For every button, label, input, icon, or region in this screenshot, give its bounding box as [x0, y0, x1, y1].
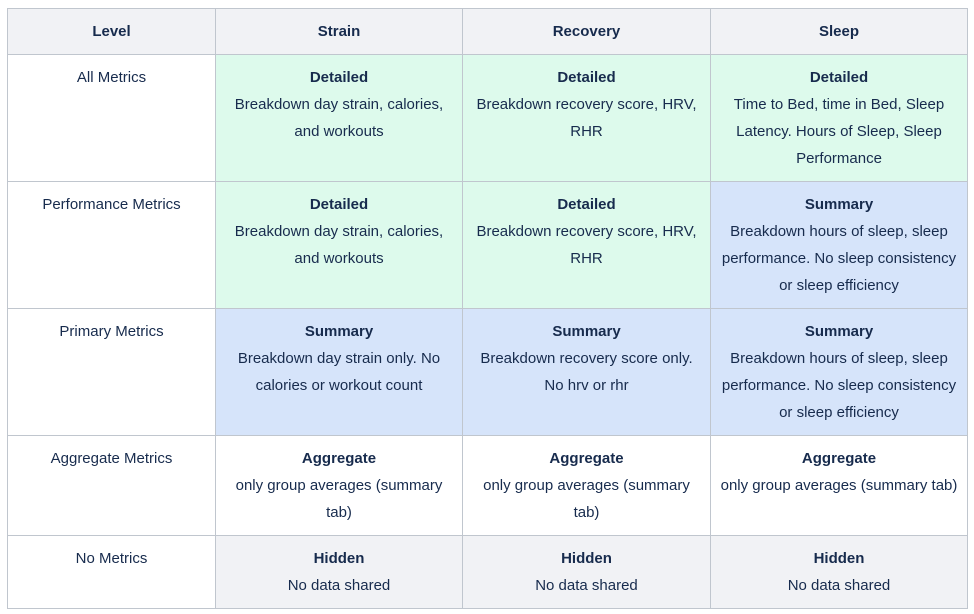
cell-all-metrics-recovery: Detailed Breakdown recovery score, HRV, …	[462, 54, 711, 182]
column-header-recovery: Recovery	[462, 8, 711, 55]
cell-description: only group averages (summary tab)	[720, 477, 958, 494]
cell-description: only group averages (summary tab)	[235, 477, 443, 521]
metrics-sharing-table: Level Strain Recovery Sleep All Metrics …	[7, 8, 968, 609]
cell-status: Aggregate	[301, 450, 377, 467]
cell-status: Detailed	[309, 69, 369, 86]
cell-primary-metrics-recovery: Summary Breakdown recovery score only. N…	[462, 308, 711, 436]
cell-description: Breakdown recovery score, HRV, RHR	[476, 223, 697, 267]
header-row: Level Strain Recovery Sleep	[7, 8, 968, 55]
cell-performance-metrics-sleep: Summary Breakdown hours of sleep, sleep …	[710, 181, 968, 309]
row-label-all-metrics: All Metrics	[7, 54, 216, 182]
cell-description: Breakdown recovery score only. No hrv or…	[480, 350, 693, 394]
cell-performance-metrics-strain: Detailed Breakdown day strain, calories,…	[215, 181, 463, 309]
cell-description: No data shared	[787, 577, 891, 594]
cell-status: Summary	[304, 323, 374, 340]
row-label-aggregate-metrics: Aggregate Metrics	[7, 435, 216, 536]
table-row-no-metrics: No Metrics Hidden No data shared Hidden …	[7, 535, 968, 609]
cell-aggregate-metrics-sleep: Aggregate only group averages (summary t…	[710, 435, 968, 536]
row-label-performance-metrics: Performance Metrics	[7, 181, 216, 309]
table-row-all-metrics: All Metrics Detailed Breakdown day strai…	[7, 54, 968, 182]
cell-description: only group averages (summary tab)	[483, 477, 690, 521]
cell-description: Time to Bed, time in Bed, Sleep Latency.…	[733, 96, 945, 167]
cell-status: Detailed	[809, 69, 869, 86]
cell-description: Breakdown day strain, calories, and work…	[234, 96, 444, 140]
cell-description: Breakdown day strain only. No calories o…	[237, 350, 441, 394]
cell-description: No data shared	[287, 577, 391, 594]
cell-no-metrics-strain: Hidden No data shared	[215, 535, 463, 609]
cell-description: No data shared	[535, 577, 638, 594]
row-label-no-metrics: No Metrics	[7, 535, 216, 609]
cell-status: Aggregate	[549, 450, 624, 467]
cell-aggregate-metrics-strain: Aggregate only group averages (summary t…	[215, 435, 463, 536]
column-header-strain: Strain	[215, 8, 463, 55]
cell-description: Breakdown day strain, calories, and work…	[234, 223, 444, 267]
column-header-sleep: Sleep	[710, 8, 968, 55]
cell-status: Hidden	[313, 550, 365, 567]
cell-status: Summary	[552, 323, 621, 340]
cell-status: Hidden	[561, 550, 612, 567]
cell-status: Hidden	[813, 550, 865, 567]
cell-description: Breakdown recovery score, HRV, RHR	[476, 96, 697, 140]
cell-status: Summary	[804, 323, 874, 340]
cell-status: Aggregate	[801, 450, 877, 467]
cell-description: Breakdown hours of sleep, sleep performa…	[721, 350, 957, 421]
cell-no-metrics-sleep: Hidden No data shared	[710, 535, 968, 609]
cell-status: Detailed	[309, 196, 369, 213]
cell-status: Detailed	[557, 69, 616, 86]
column-header-level: Level	[7, 8, 216, 55]
table-row-primary-metrics: Primary Metrics Summary Breakdown day st…	[7, 308, 968, 436]
table-row-aggregate-metrics: Aggregate Metrics Aggregate only group a…	[7, 435, 968, 536]
cell-all-metrics-strain: Detailed Breakdown day strain, calories,…	[215, 54, 463, 182]
cell-status: Detailed	[557, 196, 616, 213]
cell-primary-metrics-sleep: Summary Breakdown hours of sleep, sleep …	[710, 308, 968, 436]
cell-status: Summary	[804, 196, 874, 213]
cell-all-metrics-sleep: Detailed Time to Bed, time in Bed, Sleep…	[710, 54, 968, 182]
cell-description: Breakdown hours of sleep, sleep performa…	[721, 223, 957, 294]
cell-primary-metrics-strain: Summary Breakdown day strain only. No ca…	[215, 308, 463, 436]
table-row-performance-metrics: Performance Metrics Detailed Breakdown d…	[7, 181, 968, 309]
cell-aggregate-metrics-recovery: Aggregate only group averages (summary t…	[462, 435, 711, 536]
cell-performance-metrics-recovery: Detailed Breakdown recovery score, HRV, …	[462, 181, 711, 309]
cell-no-metrics-recovery: Hidden No data shared	[462, 535, 711, 609]
row-label-primary-metrics: Primary Metrics	[7, 308, 216, 436]
